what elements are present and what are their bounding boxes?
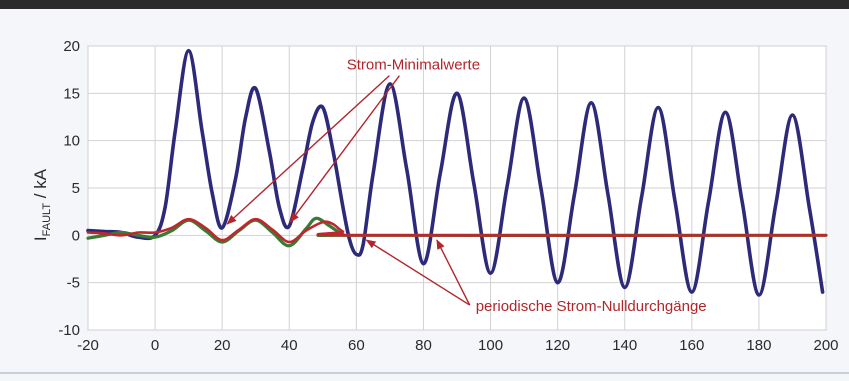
- x-tick-labels: -20 0 20 40 60 80 100 120 140 160 180 200: [77, 337, 838, 354]
- annotation-label-2: periodische Strom-Nulldurchgänge: [476, 298, 707, 315]
- x-tick-label: 120: [545, 337, 570, 354]
- x-tick-label: 140: [612, 337, 637, 354]
- y-axis-label-prefix: I: [31, 236, 50, 241]
- annotation-label-1: Strom-Minimalwerte: [347, 57, 480, 74]
- x-tick-label: -20: [77, 337, 99, 354]
- annotation-arrow: [226, 75, 390, 225]
- grid-lines: [87, 45, 827, 331]
- x-tick-label: 20: [214, 337, 231, 354]
- y-axis-label-suffix: / kA: [31, 168, 50, 203]
- y-axis-label: IFAULT / kA: [31, 168, 53, 241]
- x-tick-label: 180: [746, 337, 771, 354]
- top-bar: [0, 0, 849, 9]
- annotation-arrow: [436, 239, 471, 306]
- y-tick-label: 10: [63, 133, 80, 150]
- x-tick-label: 0: [151, 337, 159, 354]
- annotations: Strom-Minimalwerte periodische Strom-Null…: [226, 57, 707, 315]
- x-tick-label: 40: [281, 337, 298, 354]
- series-line-2: [86, 217, 828, 244]
- annotation-arrow: [365, 239, 471, 306]
- y-tick-labels: -10 -5 0 5 10 15 20: [58, 38, 80, 339]
- annotation-arrow: [289, 75, 400, 223]
- x-tick-label: 160: [679, 337, 704, 354]
- x-tick-label: 80: [415, 337, 432, 354]
- x-tick-label: 60: [348, 337, 365, 354]
- series-lines: [86, 48, 828, 297]
- y-tick-label: 20: [63, 38, 80, 55]
- bottom-rule: [0, 372, 849, 374]
- series-line-1: [86, 48, 825, 297]
- y-tick-label: -10: [58, 322, 80, 339]
- x-tick-label: 200: [813, 337, 838, 354]
- y-tick-label: 15: [63, 85, 80, 102]
- y-axis-label-subscript: FAULT: [41, 203, 53, 237]
- y-tick-label: -5: [67, 275, 80, 292]
- y-tick-label: 0: [72, 227, 80, 244]
- x-tick-label: 100: [478, 337, 503, 354]
- y-tick-label: 5: [72, 180, 80, 197]
